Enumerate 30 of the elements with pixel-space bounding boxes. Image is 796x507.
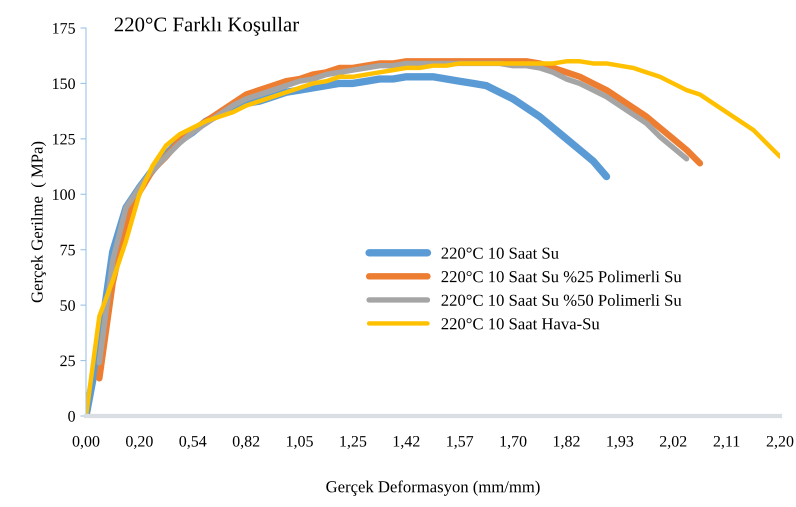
y-axis-title: Gerçek Gerilme ( MPa) xyxy=(30,142,46,302)
y-tick-label: 25 xyxy=(60,356,75,366)
x-tick-label: 1,42 xyxy=(394,436,420,449)
y-tick-label: 100 xyxy=(53,189,75,200)
x-tick-label: 1,82 xyxy=(554,436,580,449)
x-tick-label: 1,25 xyxy=(340,436,366,449)
x-tick-label: 1,05 xyxy=(286,436,313,449)
y-tick-label: 75 xyxy=(60,244,75,256)
x-tick-label: 0,54 xyxy=(179,436,206,449)
y-tick-label: 50 xyxy=(60,300,75,311)
y-tick-label: 0 xyxy=(68,410,75,422)
y-tick-label: 175 xyxy=(53,22,75,34)
chart-title: 220°C Farklı Koşullar xyxy=(114,16,299,36)
legend-label: 220°C 10 Saat Su %25 Polimerli Su xyxy=(442,270,682,282)
x-tick-label: 0,00 xyxy=(72,436,100,449)
legend-label: 220°C 10 Saat Su xyxy=(442,248,559,259)
x-tick-label: 0,82 xyxy=(232,436,260,449)
x-tick-label: 1,93 xyxy=(607,436,634,449)
y-tick-label: 125 xyxy=(53,134,75,145)
x-tick-label: 2,11 xyxy=(714,436,740,449)
x-axis-title: Gerçek Deformasyon (mm/mm) xyxy=(326,480,540,496)
x-tick-label: 2,20 xyxy=(766,436,794,449)
y-tick-label: 150 xyxy=(53,78,75,90)
x-tick-label: 1,57 xyxy=(447,436,474,449)
legend-label: 220°C 10 Saat Su %50 Polimerli Su xyxy=(442,294,682,306)
x-tick-label: 0,20 xyxy=(126,436,153,449)
x-tick-label: 2,02 xyxy=(660,436,686,449)
x-tick-label: 1,70 xyxy=(500,436,526,449)
line-series xyxy=(86,59,780,416)
legend-label: 220°C 10 Saat Hava-Su xyxy=(442,318,600,330)
